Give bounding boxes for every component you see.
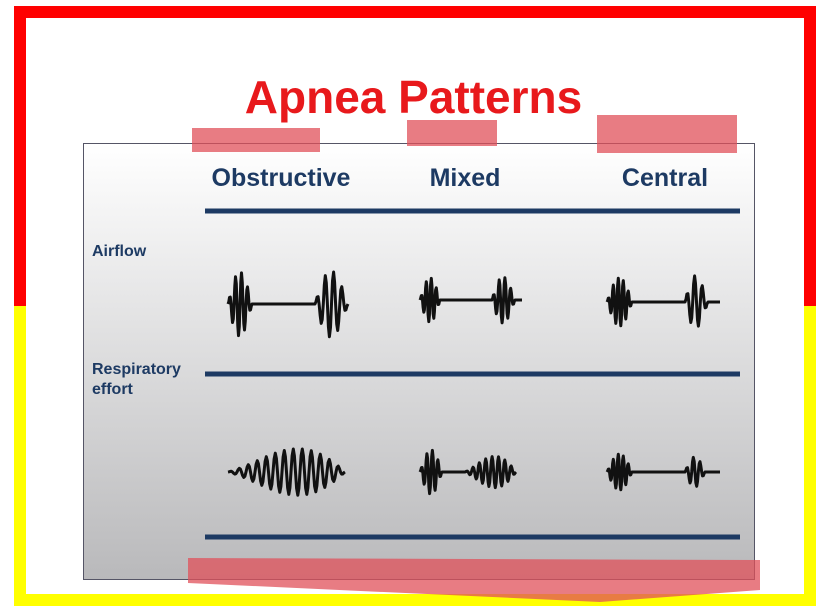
redaction — [188, 558, 760, 602]
waveform — [605, 452, 720, 492]
title: Apnea Patterns — [244, 71, 583, 123]
waveform — [418, 276, 522, 325]
column-header: Central — [621, 164, 709, 192]
row-label: Airflow — [92, 243, 147, 260]
frame — [14, 306, 816, 606]
redaction — [597, 115, 737, 153]
waveform — [227, 447, 346, 497]
row-label: Respiratory effort — [92, 361, 181, 398]
divider-lines — [205, 208, 740, 540]
redaction — [192, 128, 320, 152]
panel — [83, 143, 755, 580]
column-header: Obstructive — [211, 164, 351, 192]
waveform — [226, 270, 350, 339]
waveforms — [226, 270, 720, 497]
waveform — [605, 274, 720, 328]
frame — [14, 6, 816, 306]
redactions — [188, 115, 760, 602]
waveform — [418, 448, 518, 496]
column-header: Mixed — [429, 164, 501, 192]
redaction — [407, 120, 497, 146]
